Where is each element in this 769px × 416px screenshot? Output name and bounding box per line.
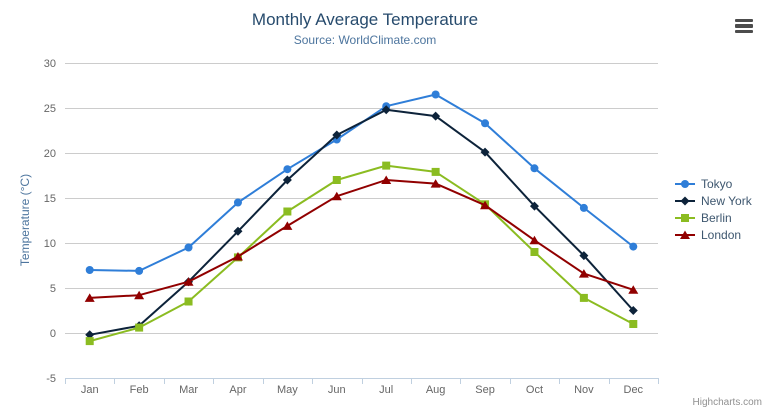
chart-title: Monthly Average Temperature xyxy=(251,10,479,29)
data-point-marker[interactable] xyxy=(381,175,392,185)
data-point-marker[interactable] xyxy=(579,251,589,261)
y-axis-label: 30 xyxy=(44,58,56,70)
data-point-marker[interactable] xyxy=(232,252,243,261)
data-point-marker[interactable] xyxy=(233,198,242,207)
data-point-marker[interactable] xyxy=(480,200,491,210)
data-point-marker[interactable] xyxy=(431,90,440,99)
data-point-marker[interactable] xyxy=(135,323,144,332)
x-axis-label: Sep xyxy=(475,384,495,396)
series-new-york[interactable] xyxy=(85,105,638,340)
legend-item-label: Berlin xyxy=(701,210,732,225)
data-point-marker[interactable] xyxy=(332,130,342,140)
data-point-marker[interactable] xyxy=(629,242,638,251)
data-point-marker[interactable] xyxy=(283,207,292,216)
chart-subtitle: Source: WorldClimate.com xyxy=(293,33,437,47)
y-axis-label: 15 xyxy=(44,193,56,205)
data-point-marker[interactable] xyxy=(85,266,94,274)
y-axis-labels: -5 0 5 10 15 20 25 30 xyxy=(44,58,56,385)
x-axis-label: Nov xyxy=(574,384,594,396)
legend-item-new-york[interactable]: New York xyxy=(674,192,752,209)
y-axis-label: 5 xyxy=(50,283,56,295)
data-point-marker[interactable] xyxy=(331,191,342,201)
x-axis-label: Jan xyxy=(81,384,99,396)
data-point-marker[interactable] xyxy=(578,269,589,278)
legend-item-label: New York xyxy=(701,193,752,208)
data-point-marker[interactable] xyxy=(85,330,95,340)
data-point-marker[interactable] xyxy=(530,248,539,256)
legend: Tokyo New York Berlin London xyxy=(674,175,752,243)
data-point-marker[interactable] xyxy=(84,293,95,302)
y-axis-label: 20 xyxy=(44,148,56,160)
data-point-marker[interactable] xyxy=(184,243,193,252)
y-axis-label: -5 xyxy=(46,373,56,385)
legend-item-label: London xyxy=(701,227,742,242)
data-point-marker[interactable] xyxy=(184,297,193,306)
data-point-marker[interactable] xyxy=(480,147,490,157)
legend-item-tokyo[interactable]: Tokyo xyxy=(674,175,752,192)
x-axis-label: Feb xyxy=(130,384,149,396)
legend-symbol-square-icon xyxy=(675,213,695,222)
x-axis-label: Apr xyxy=(229,384,246,396)
data-point-marker[interactable] xyxy=(283,165,292,174)
y-axis-label: 0 xyxy=(50,328,56,340)
data-point-marker[interactable] xyxy=(332,176,341,184)
data-point-marker[interactable] xyxy=(628,285,639,294)
data-point-marker[interactable] xyxy=(629,320,638,328)
data-point-marker[interactable] xyxy=(282,221,293,230)
data-point-marker[interactable] xyxy=(579,203,588,212)
x-axis-label: May xyxy=(277,384,298,396)
series-london[interactable] xyxy=(84,175,639,302)
y-axis-title: Temperature (°C) xyxy=(18,173,32,267)
data-point-marker[interactable] xyxy=(381,105,391,115)
y-gridlines xyxy=(65,63,658,379)
legend-item-london[interactable]: London xyxy=(674,226,752,243)
data-point-marker[interactable] xyxy=(85,337,94,346)
data-point-marker[interactable] xyxy=(530,164,539,173)
data-point-marker[interactable] xyxy=(135,266,144,275)
x-axis-ticks xyxy=(65,378,659,384)
data-point-marker[interactable] xyxy=(233,226,243,236)
legend-symbol-diamond-icon xyxy=(675,196,695,205)
legend-symbol-triangle-icon xyxy=(675,230,695,239)
data-point-marker[interactable] xyxy=(481,119,490,128)
data-point-marker[interactable] xyxy=(282,175,292,185)
data-point-marker[interactable] xyxy=(628,306,638,315)
data-point-marker[interactable] xyxy=(382,161,391,170)
x-axis-label: Mar xyxy=(179,384,198,396)
y-axis-label: 10 xyxy=(44,238,56,250)
hamburger-icon xyxy=(735,18,753,34)
legend-symbol-circle-icon xyxy=(675,179,695,188)
x-axis-labels: Jan Feb Mar Apr May Jun Jul Aug Sep Oct Nov Dec xyxy=(81,384,644,396)
data-point-marker[interactable] xyxy=(579,293,588,302)
legend-item-berlin[interactable]: Berlin xyxy=(674,209,752,226)
x-axis-label: Jun xyxy=(328,384,346,396)
x-axis-label: Aug xyxy=(426,384,446,396)
y-axis-label: 25 xyxy=(44,103,56,115)
export-menu-button[interactable] xyxy=(733,17,755,35)
x-axis-label: Jul xyxy=(379,384,393,396)
series-tokyo[interactable] xyxy=(85,90,638,275)
data-point-marker[interactable] xyxy=(529,235,540,245)
x-axis-label: Dec xyxy=(624,384,644,396)
data-point-marker[interactable] xyxy=(183,277,194,286)
data-point-marker[interactable] xyxy=(529,201,539,211)
legend-item-label: Tokyo xyxy=(701,176,733,191)
x-axis-label: Oct xyxy=(526,384,543,396)
data-point-marker[interactable] xyxy=(430,179,441,188)
credits-link[interactable]: Highcharts.com xyxy=(692,397,762,408)
data-point-marker[interactable] xyxy=(134,290,145,300)
data-point-marker[interactable] xyxy=(431,111,441,121)
data-point-marker[interactable] xyxy=(431,167,440,176)
